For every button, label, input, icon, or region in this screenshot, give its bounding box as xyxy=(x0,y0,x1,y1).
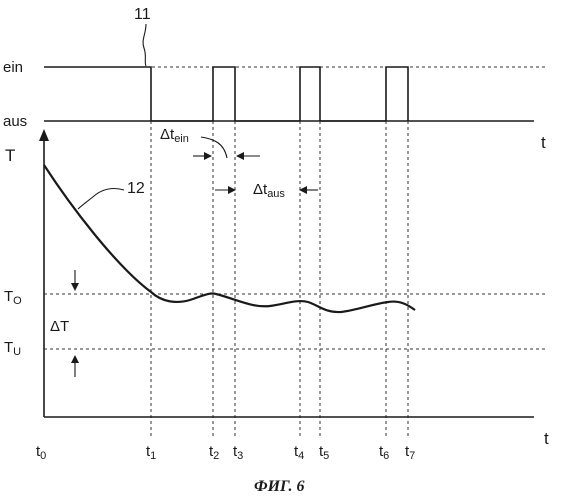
delta-t-arrowhead-top xyxy=(71,283,79,291)
on-level-label: ein xyxy=(3,59,23,76)
temperature-axis-label: T xyxy=(5,146,15,165)
time-label-t0: t0 xyxy=(36,443,46,462)
switching-signal-waveform xyxy=(44,67,408,121)
off-level-label: aus xyxy=(3,113,27,130)
bottom-axis-label: t xyxy=(544,429,549,448)
off-interval-label: Δtaus xyxy=(253,181,285,200)
on-interval-annotation: Δtein xyxy=(160,126,260,160)
signal-reference-leader xyxy=(143,24,146,66)
time-labels: t0 t1 t2 t3 t4 t5 t6 t7 xyxy=(36,443,415,462)
time-label-t3: t3 xyxy=(233,443,243,462)
on-interval-arrowhead-right xyxy=(236,152,244,160)
curve-reference-leader xyxy=(78,189,124,209)
on-interval-label: Δtein xyxy=(160,126,189,145)
temperature-panel: T t TO TU ΔT 12 xyxy=(4,129,549,448)
signal-reference-number: 11 xyxy=(134,6,151,23)
switching-panel: ein aus t 11 xyxy=(3,6,546,152)
time-label-t2: t2 xyxy=(209,443,219,462)
figure-caption: ФИГ. 6 xyxy=(254,478,305,495)
delta-t-arrowhead-bottom xyxy=(71,355,79,363)
lower-threshold-label: TU xyxy=(4,339,21,358)
temperature-axis-arrowhead xyxy=(39,129,49,141)
on-interval-arrowhead-left xyxy=(204,152,212,160)
upper-threshold-label: TO xyxy=(4,288,22,307)
curve-reference-number: 12 xyxy=(127,180,145,197)
time-label-t1: t1 xyxy=(146,443,156,462)
time-marker-lines xyxy=(151,121,408,436)
time-label-t7: t7 xyxy=(405,443,415,462)
time-label-t6: t6 xyxy=(379,443,389,462)
off-interval-annotation: Δtaus xyxy=(215,181,318,200)
time-label-t5: t5 xyxy=(319,443,329,462)
delta-t-label: ΔT xyxy=(50,318,69,335)
time-label-t4: t4 xyxy=(294,443,304,462)
top-axis-label: t xyxy=(541,133,546,152)
